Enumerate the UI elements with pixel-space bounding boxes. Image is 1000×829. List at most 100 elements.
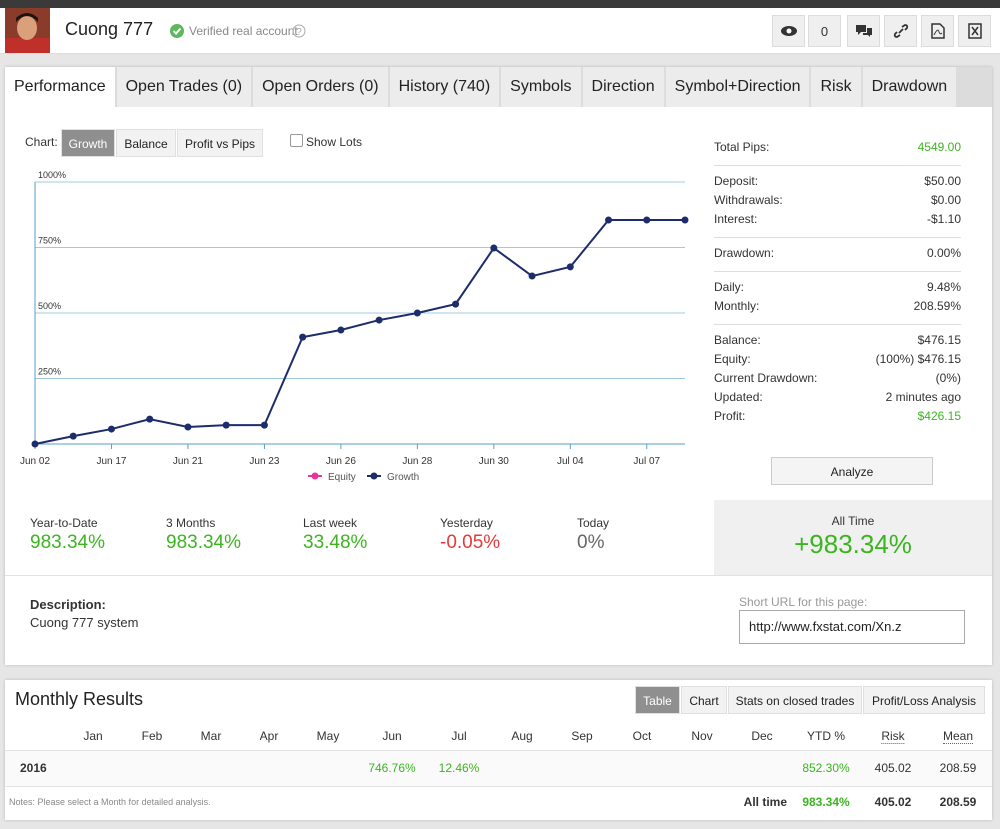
period-label: 3 Months <box>166 516 216 530</box>
watch-button[interactable] <box>772 15 805 47</box>
monthly-title: Monthly Results <box>15 689 144 709</box>
stat-value: (100%) $476.15 <box>875 352 961 366</box>
column-header: Jul <box>451 729 467 743</box>
stat-label: Total Pips: <box>714 140 770 154</box>
tab[interactable]: Symbols <box>501 67 583 107</box>
monthly-table-button[interactable]: Table <box>635 686 680 714</box>
period-label: Year-to-Date <box>30 516 98 530</box>
all-time-value: +983.34% <box>794 529 912 559</box>
column-header: Aug <box>511 729 533 743</box>
stat-value: 4549.00 <box>917 140 961 154</box>
divider <box>5 575 992 576</box>
column-header: Apr <box>259 729 279 743</box>
account-name: Cuong 777 <box>65 19 154 39</box>
tab[interactable]: Risk <box>811 67 863 107</box>
verified-icon <box>170 24 184 38</box>
row-ytd: 852.30% <box>802 761 850 775</box>
tab[interactable]: Drawdown <box>862 67 959 107</box>
excel-button[interactable] <box>958 15 991 47</box>
totals-label: All time <box>743 795 787 809</box>
stat-label: Withdrawals: <box>714 193 783 207</box>
stat-divider <box>714 324 961 325</box>
show-lots-label: Show Lots <box>306 135 363 149</box>
stat-divider <box>714 165 961 166</box>
stat-label: Current Drawdown: <box>714 371 818 385</box>
period-value: 0% <box>577 532 605 553</box>
column-header: Mar <box>200 729 222 743</box>
stat-label: Monthly: <box>714 299 760 313</box>
tab[interactable]: Direction <box>582 67 666 107</box>
column-header: Mean <box>942 729 974 744</box>
stat-divider <box>714 271 961 272</box>
stat-value: (0%) <box>935 371 961 385</box>
period-value: -0.05% <box>440 532 501 553</box>
all-time-box: All Time +983.34% <box>714 500 992 575</box>
chart-pips-button[interactable]: Profit vs Pips <box>177 129 263 157</box>
chart-growth-button[interactable]: Growth <box>61 129 115 157</box>
view-count: 0 <box>808 15 841 47</box>
totals-ytd: 983.34% <box>802 795 850 809</box>
row-year: 2016 <box>20 761 47 775</box>
tab[interactable]: History (740) <box>389 67 502 107</box>
tab[interactable]: Symbol+Direction <box>665 67 812 107</box>
stat-value: $426.15 <box>917 409 961 423</box>
stat-label: Daily: <box>714 280 745 294</box>
chart-balance-button[interactable]: Balance <box>116 129 176 157</box>
period-value: 33.48% <box>303 532 368 553</box>
row-risk: 405.02 <box>874 761 912 775</box>
short-url-input[interactable]: http://www.fxstat.com/Xn.z <box>739 610 965 644</box>
row-mean: 208.59 <box>939 761 977 775</box>
stat-value: -$1.10 <box>926 212 961 226</box>
stat-value: $50.00 <box>924 174 961 188</box>
description-text: Cuong 777 system <box>30 615 139 630</box>
column-header: Jan <box>83 729 103 743</box>
tab-bar: Performance Open Trades (0) Open Orders (0… <box>5 67 992 107</box>
period-value: 983.34% <box>30 532 106 553</box>
tab[interactable]: Open Orders (0) <box>253 67 390 107</box>
stat-value: 208.59% <box>913 299 961 313</box>
svg-text:?: ? <box>296 27 302 38</box>
pdf-button[interactable] <box>921 15 954 47</box>
period-label: Yesterday <box>440 516 493 530</box>
stat-label: Deposit: <box>714 174 759 188</box>
row-jul: 12.46% <box>438 761 480 775</box>
link-button[interactable] <box>884 15 917 47</box>
column-header: Dec <box>751 729 773 743</box>
column-header: May <box>316 729 340 743</box>
column-header: Nov <box>691 729 713 743</box>
monthly-pl-button[interactable]: Profit/Loss Analysis <box>863 686 985 714</box>
totals-mean: 208.59 <box>939 795 977 809</box>
tab[interactable]: Open Trades (0) <box>116 67 254 107</box>
monthly-chart-button[interactable]: Chart <box>681 686 727 714</box>
monthly-stats-button[interactable]: Stats on closed trades <box>728 686 862 714</box>
comments-button[interactable] <box>847 15 880 47</box>
short-url-label: Short URL for this page: <box>739 595 868 609</box>
stat-label: Profit: <box>714 409 746 423</box>
row-jun: 746.76% <box>368 761 416 775</box>
column-header: Jun <box>382 729 402 743</box>
stat-value: 2 minutes ago <box>885 390 961 404</box>
period-label: Last week <box>303 516 358 530</box>
period-value: 983.34% <box>166 532 242 553</box>
stat-label: Interest: <box>714 212 758 226</box>
stat-divider <box>714 237 961 238</box>
verified-label: Verified real account <box>189 24 298 38</box>
tab[interactable]: Performance <box>5 67 117 107</box>
stat-value: $0.00 <box>930 193 961 207</box>
analyze-button[interactable]: Analyze <box>771 457 933 485</box>
column-header: YTD % <box>806 729 846 743</box>
help-icon[interactable]: ? <box>292 24 306 38</box>
chart-label: Chart: <box>25 135 58 149</box>
stat-label: Updated: <box>714 390 763 404</box>
totals-risk: 405.02 <box>874 795 912 809</box>
stat-label: Equity: <box>714 352 751 366</box>
table-row <box>5 750 992 787</box>
header: Cuong 777 Verified real account ? 0 <box>0 8 1000 54</box>
description-label: Description: <box>30 597 106 612</box>
period-label: Today <box>577 516 610 530</box>
column-header: Sep <box>571 729 593 743</box>
stat-value: $476.15 <box>917 333 961 347</box>
show-lots-checkbox[interactable] <box>290 134 303 147</box>
column-header: Oct <box>632 729 652 743</box>
